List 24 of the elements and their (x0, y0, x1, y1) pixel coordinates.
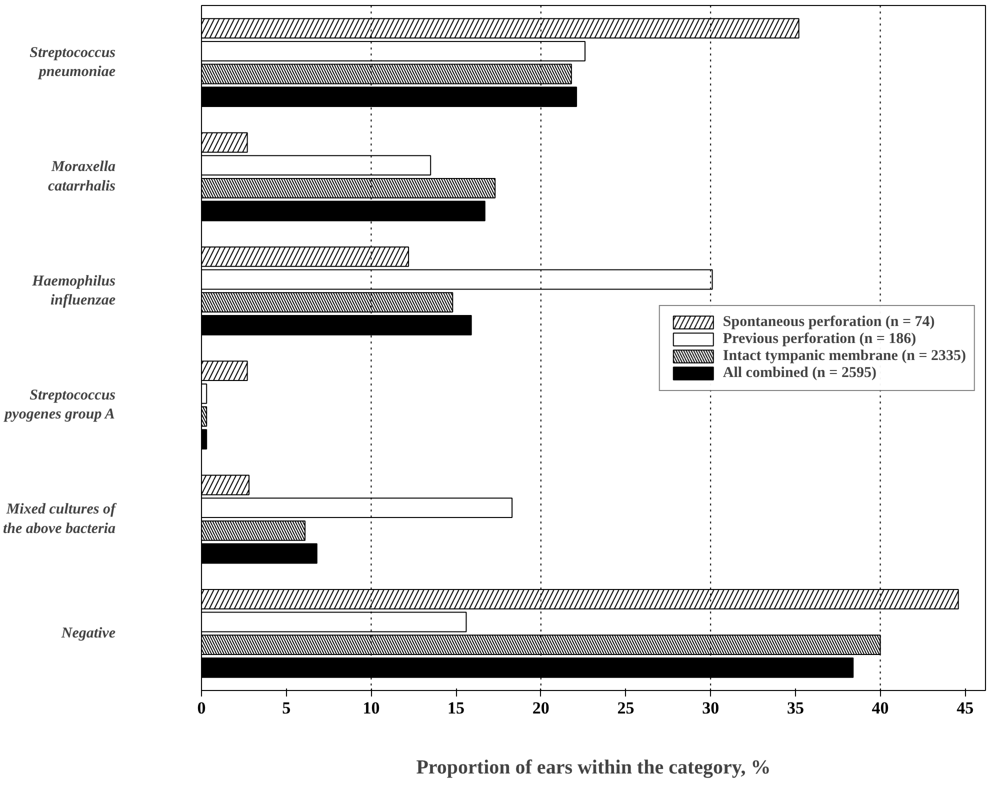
y-tick-label: Mixed cultures of the above bacteria (3, 502, 118, 537)
legend-label: Spontaneous perforation (n = 74) (722, 314, 935, 330)
y-tick-label: Negative (60, 625, 116, 642)
y-tick-label: Streptococcus pneumoniae (30, 44, 116, 80)
y-tick-label: Haemophilus influenzae (31, 273, 116, 309)
x-tick-label: 0 (197, 698, 206, 718)
bar (202, 543, 318, 564)
legend-label: All combined (n = 2595) (722, 364, 876, 382)
x-tick-label: 15 (448, 698, 465, 718)
x-tick-label: 40 (872, 698, 889, 718)
x-tick-label: 30 (702, 698, 720, 718)
x-tick-label: 10 (362, 698, 380, 718)
x-tick-label: 35 (786, 698, 804, 718)
legend-label: Previous perforation (n = 186) (722, 330, 916, 348)
y-tick-label: Moraxella catarrhalis (48, 159, 116, 194)
legend-label: Intact tympanic membrane (n = 2335) (722, 348, 966, 364)
bar (202, 429, 208, 450)
y-tick-label: Streptococcus pyogenes group A (2, 387, 116, 423)
x-tick-label: 20 (532, 698, 550, 718)
x-axis-title: Proportion of ears within the category, % (416, 756, 771, 778)
x-tick-label: 45 (956, 698, 974, 718)
x-tick-label: 25 (617, 698, 634, 718)
x-tick-label: 5 (282, 698, 291, 718)
bar (202, 383, 208, 404)
